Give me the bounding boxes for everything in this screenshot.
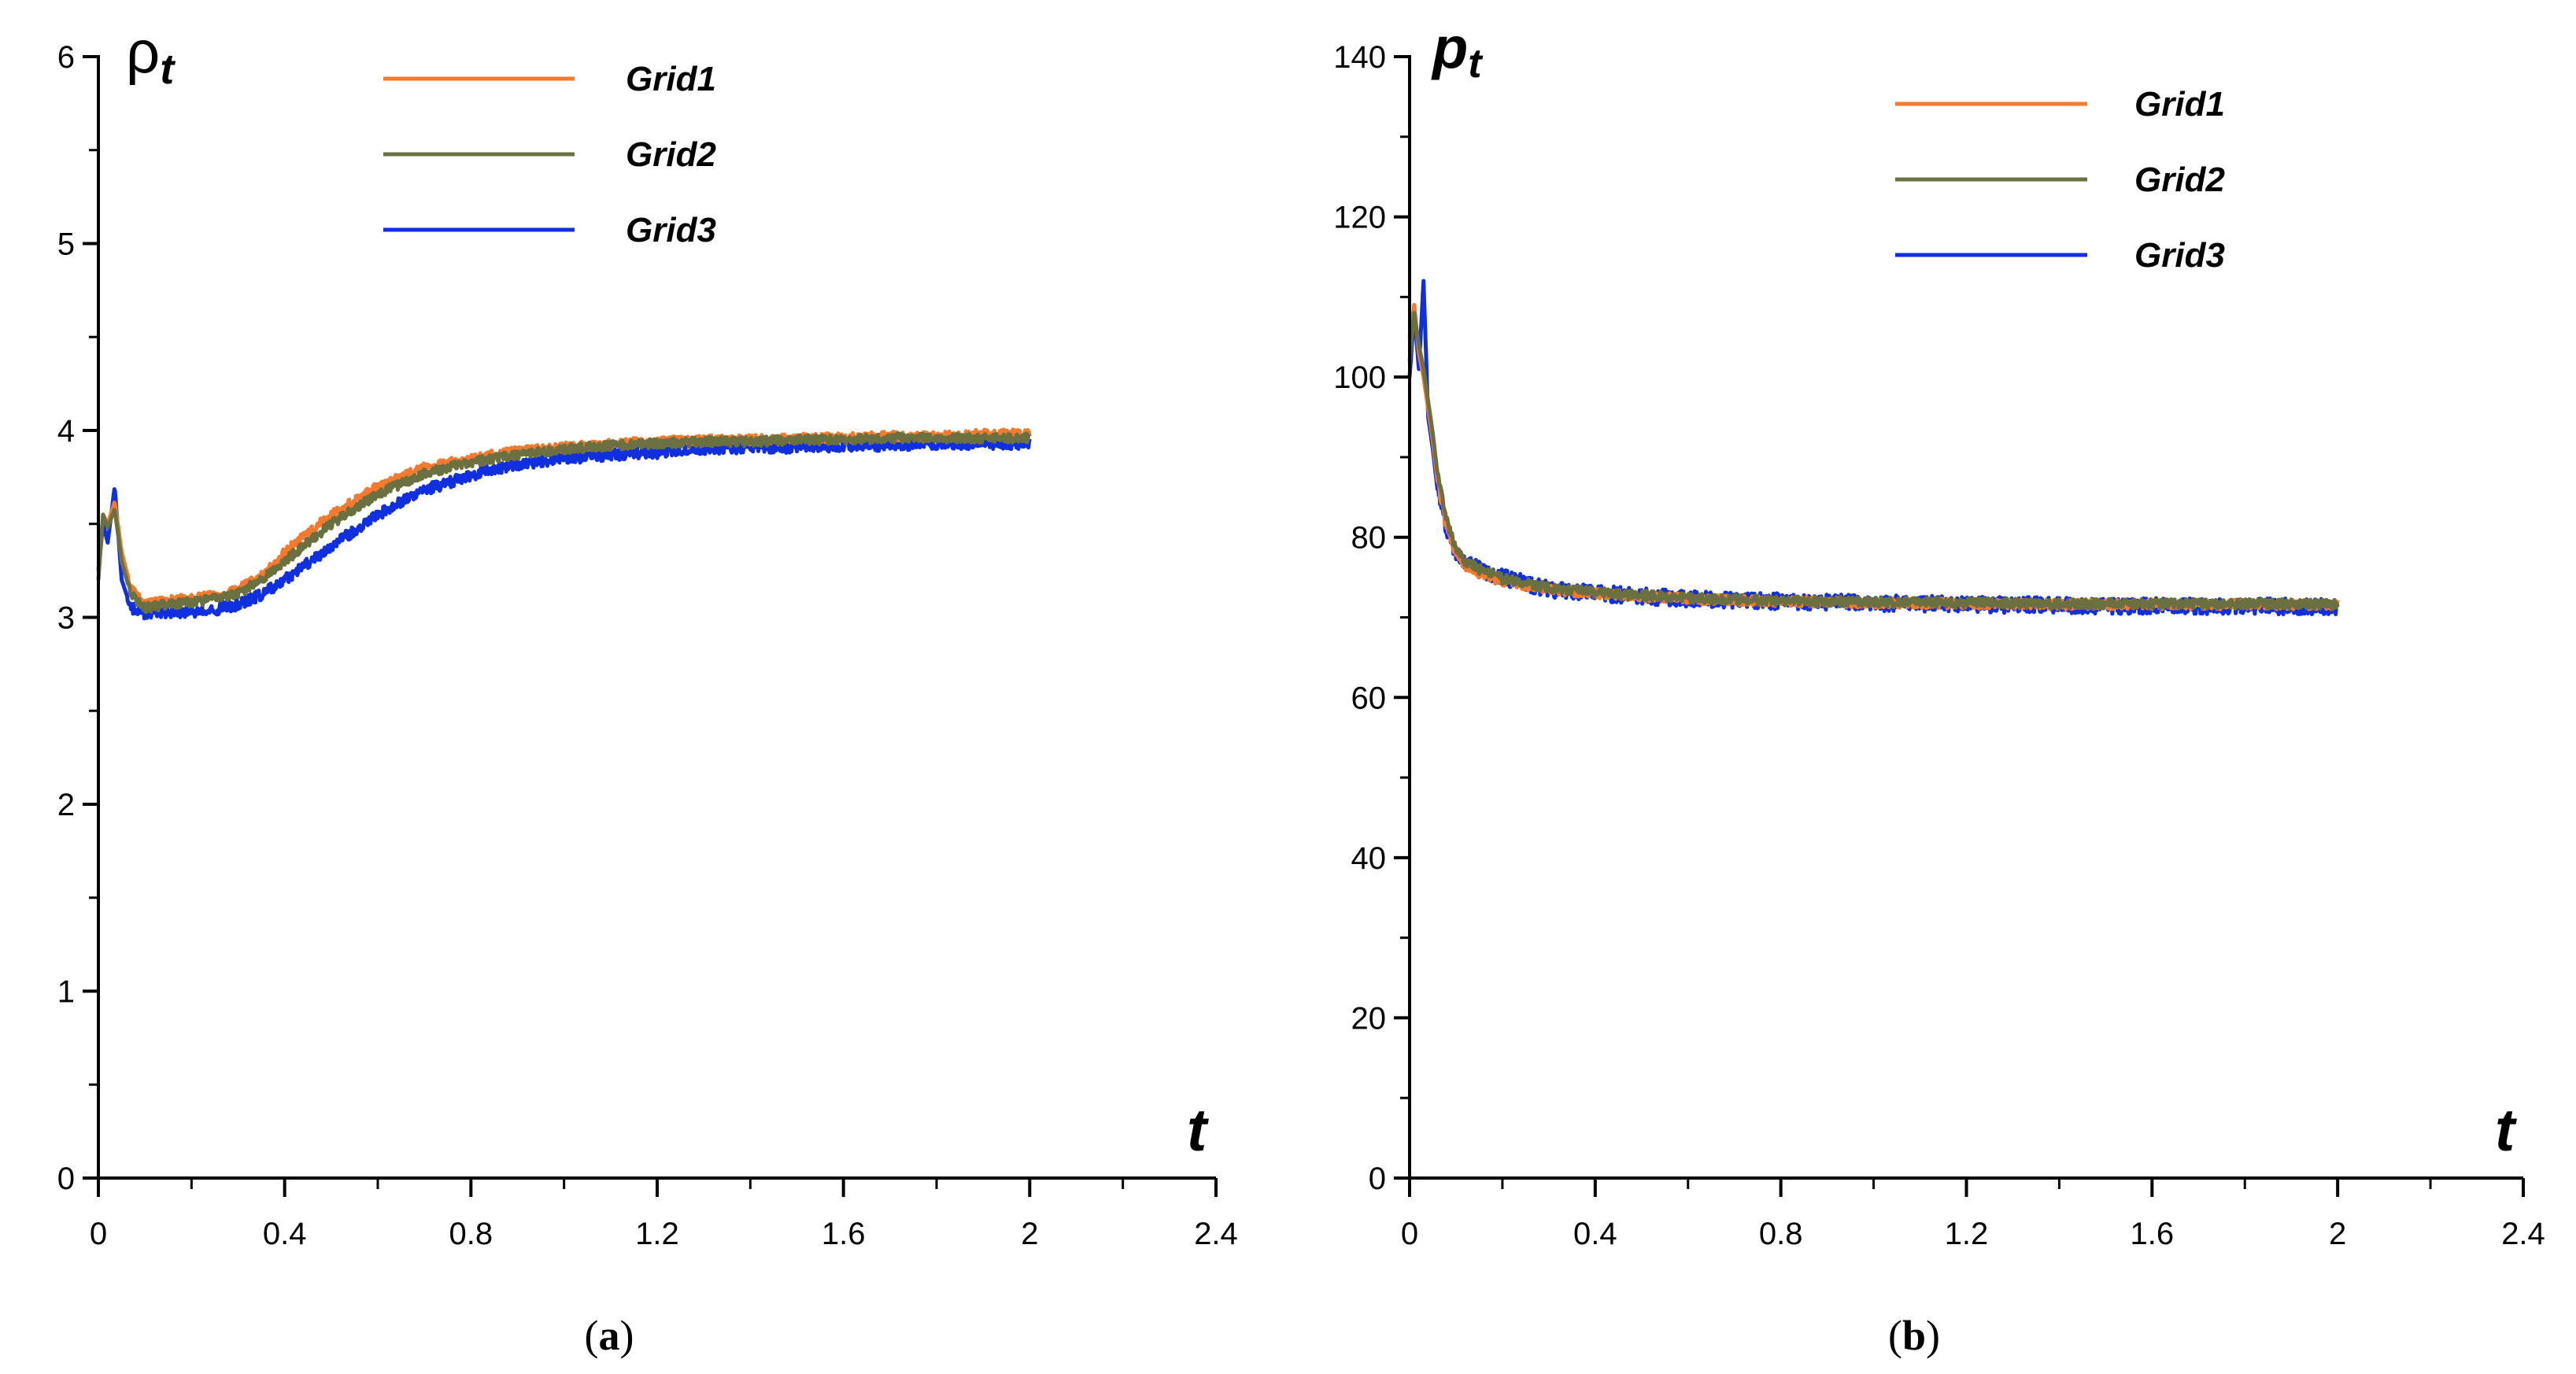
panel-b-legend-label-grid2: Grid2 bbox=[2134, 161, 2225, 199]
panel-b-y-axis-title-sub: t bbox=[1468, 41, 1484, 87]
panel-a-legend: Grid1 Grid2 Grid3 bbox=[383, 60, 716, 249]
panel-b-x-tick-label: 2 bbox=[2329, 1217, 2346, 1251]
panel-a-y-tick-label: 5 bbox=[57, 227, 75, 262]
panel-a-chart: 0 0.4 0.8 1.2 1.6 2 2.4 0 1 2 3 4 5 6 Grid1 Grid2 Grid3… bbox=[57, 19, 1238, 1359]
panel-a-y-tick-label: 6 bbox=[57, 40, 75, 75]
panel-b-x-tick-label: 0.4 bbox=[1573, 1217, 1617, 1251]
panel-b-y-tick-label: 60 bbox=[1351, 681, 1387, 715]
panel-b-series-grid2-line bbox=[1407, 311, 2340, 611]
panel-b-y-tick-label: 140 bbox=[1333, 40, 1386, 75]
panel-b-caption: (b) bbox=[1888, 1312, 1940, 1359]
panel-b-x-tick-label: 1.6 bbox=[2131, 1217, 2175, 1251]
panel-b-x-axis-title: t bbox=[2495, 1097, 2517, 1164]
panel-b-y-axis-title: pt bbox=[1431, 15, 1484, 87]
panel-b-x-tick-label: 2.4 bbox=[2501, 1217, 2545, 1251]
panel-b-y-tick-label: 40 bbox=[1351, 841, 1387, 876]
panel-a-series bbox=[96, 427, 1032, 621]
panel-b-y-tick-label: 100 bbox=[1333, 360, 1386, 395]
panel-b-y-tick-label: 120 bbox=[1333, 201, 1386, 235]
panel-a-axes bbox=[83, 55, 1218, 1197]
panel-a-series-grid2-line bbox=[96, 431, 1032, 615]
panel-a-legend-label-grid3: Grid3 bbox=[626, 211, 716, 249]
panel-a-x-tick-label: 0.4 bbox=[263, 1217, 307, 1251]
panel-b-x-tick-label: 1.2 bbox=[1945, 1217, 1989, 1251]
panel-a-legend-label-grid2: Grid2 bbox=[626, 135, 716, 174]
panel-a-y-tick-label: 1 bbox=[57, 975, 75, 1010]
panel-a-x-tick-label: 0.8 bbox=[449, 1217, 493, 1251]
panel-b-axes bbox=[1394, 55, 2525, 1197]
panel-b-y-tick-label: 80 bbox=[1351, 521, 1387, 556]
panel-a-x-tick-label: 1.2 bbox=[635, 1217, 679, 1251]
panel-a-y-tick-label: 0 bbox=[57, 1162, 75, 1196]
panel-a-x-tick-label: 0 bbox=[90, 1217, 107, 1251]
panel-b-y-tick-label: 20 bbox=[1351, 1001, 1387, 1036]
panel-b-series-grid3-line bbox=[1407, 279, 2339, 617]
panel-a-x-tick-label: 2.4 bbox=[1194, 1217, 1238, 1251]
panel-a-caption-letter: a bbox=[599, 1312, 620, 1359]
panel-b-x-tick-label: 0 bbox=[1401, 1217, 1418, 1251]
panel-a-y-tick-label: 3 bbox=[57, 601, 75, 636]
panel-b-series-grid1-line bbox=[1407, 303, 2340, 611]
panel-a-y-axis-title-main: ρ bbox=[126, 19, 160, 86]
panel-b-series bbox=[1407, 279, 2340, 617]
panel-b-chart: 0 0.4 0.8 1.2 1.6 2 2.4 0 20 40 60 80 100 120 140 Grid… bbox=[1333, 15, 2545, 1359]
panel-a-caption: (a) bbox=[585, 1312, 634, 1359]
panel-b-legend-label-grid3: Grid3 bbox=[2134, 236, 2225, 275]
panel-a-y-tick-label: 2 bbox=[57, 788, 75, 822]
panel-a-x-tick-label: 2 bbox=[1021, 1217, 1038, 1251]
panel-a-x-tick-label: 1.6 bbox=[822, 1217, 866, 1251]
panel-a-y-axis-title-sub: t bbox=[160, 46, 176, 93]
panel-b-x-tick-label: 0.8 bbox=[1759, 1217, 1803, 1251]
panel-b-y-axis-title-main: p bbox=[1431, 15, 1468, 80]
panel-b-tick-labels: 0 0.4 0.8 1.2 1.6 2 2.4 0 20 40 60 80 100 120 140 bbox=[1333, 40, 2545, 1251]
panel-a-legend-label-grid1: Grid1 bbox=[626, 60, 716, 98]
panel-a-y-tick-label: 4 bbox=[57, 414, 75, 449]
panel-b-legend-label-grid1: Grid1 bbox=[2134, 85, 2225, 124]
panel-a-x-axis-title: t bbox=[1187, 1097, 1209, 1164]
panel-a-y-axis-title: ρt bbox=[126, 19, 176, 93]
panel-b-legend: Grid1 Grid2 Grid3 bbox=[1895, 85, 2225, 275]
panel-a-tick-labels: 0 0.4 0.8 1.2 1.6 2 2.4 0 1 2 3 4 5 6 bbox=[57, 40, 1238, 1251]
panel-b-y-tick-label: 0 bbox=[1369, 1162, 1386, 1196]
panel-b-caption-letter: b bbox=[1902, 1312, 1926, 1359]
